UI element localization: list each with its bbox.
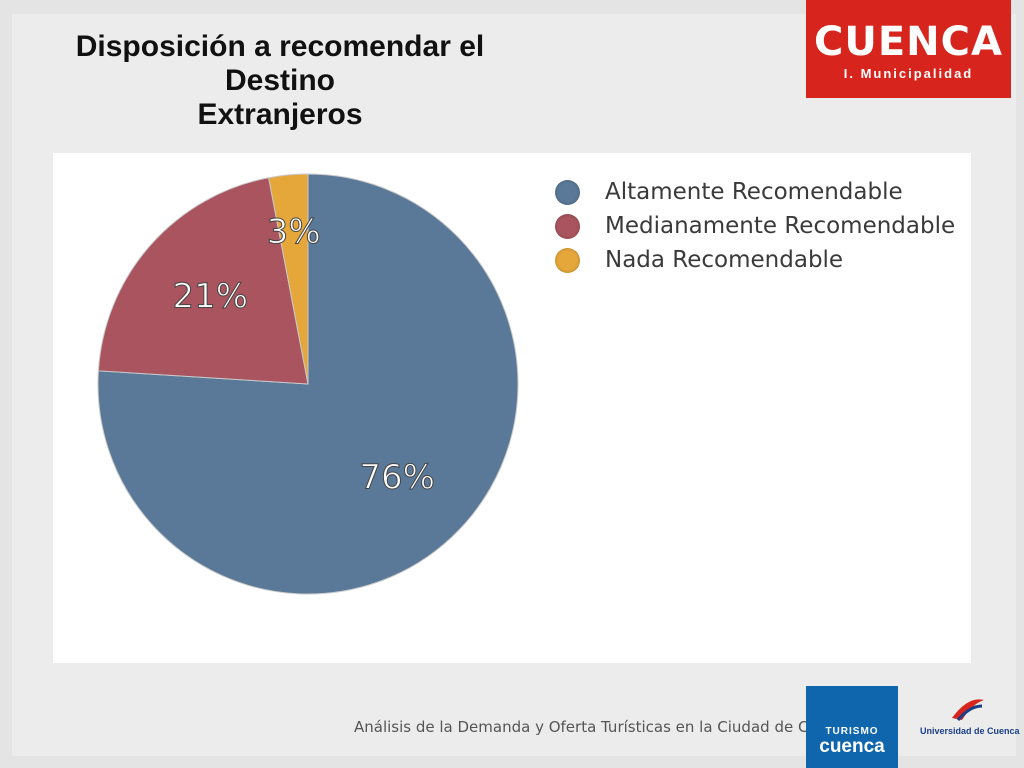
university-name: Universidad de Cuenca [920, 726, 1020, 736]
chart-legend: Altamente Recomendable Medianamente Recom… [555, 175, 955, 277]
legend-swatch-medio [555, 213, 580, 239]
pie-slice-nada [268, 173, 309, 385]
legend-item-medio: Medianamente Recomendable [555, 209, 955, 243]
title-line-2: Destino [224, 64, 335, 97]
pie-slice-medio [97, 177, 309, 385]
legend-label-medio: Medianamente Recomendable [605, 213, 956, 239]
legend-swatch-alto [555, 179, 580, 205]
pie-label-nada: 3% [267, 212, 321, 252]
pie-label-alto: 76% [359, 457, 435, 497]
legend-swatch-nada [555, 247, 580, 273]
pie-chart: 76% 21% 3% [97, 173, 519, 595]
pie-labels-group: 76% 21% 3% [172, 211, 435, 497]
logo-wordmark: CUENCA [814, 19, 1003, 65]
legend-item-alto: Altamente Recomendable [555, 175, 955, 209]
pie-label-medio: 21% [173, 276, 249, 316]
pie-slice-alto [97, 173, 519, 595]
pie-slices-group [97, 173, 519, 595]
legend-label-alto: Altamente Recomendable [605, 179, 903, 205]
university-emblem-icon [952, 699, 984, 721]
turismo-logo-line-2: cuenca [819, 736, 885, 757]
turismo-logo-line-1: TURISMO [825, 726, 879, 737]
title-line-1: Disposición a recomendar el [75, 30, 485, 63]
legend-item-nada: Nada Recomendable [555, 243, 955, 277]
cuenca-municipality-logo: CUENCA I. Municipalidad [806, 0, 1011, 98]
slide-title: Disposición a recomendar el Destino Extr… [40, 30, 520, 132]
chart-panel: 76% 21% 3% Altamente Recomendable Medianame… [53, 153, 971, 663]
turismo-cuenca-logo: TURISMO cuenca [806, 686, 898, 768]
title-line-3: Extranjeros [197, 98, 363, 131]
legend-label-nada: Nada Recomendable [605, 247, 844, 273]
university-logo: Universidad de Cuenca [920, 694, 1020, 754]
footer-caption: Análisis de la Demanda y Oferta Turístic… [354, 718, 855, 736]
logo-subtitle: I. Municipalidad [843, 66, 974, 81]
